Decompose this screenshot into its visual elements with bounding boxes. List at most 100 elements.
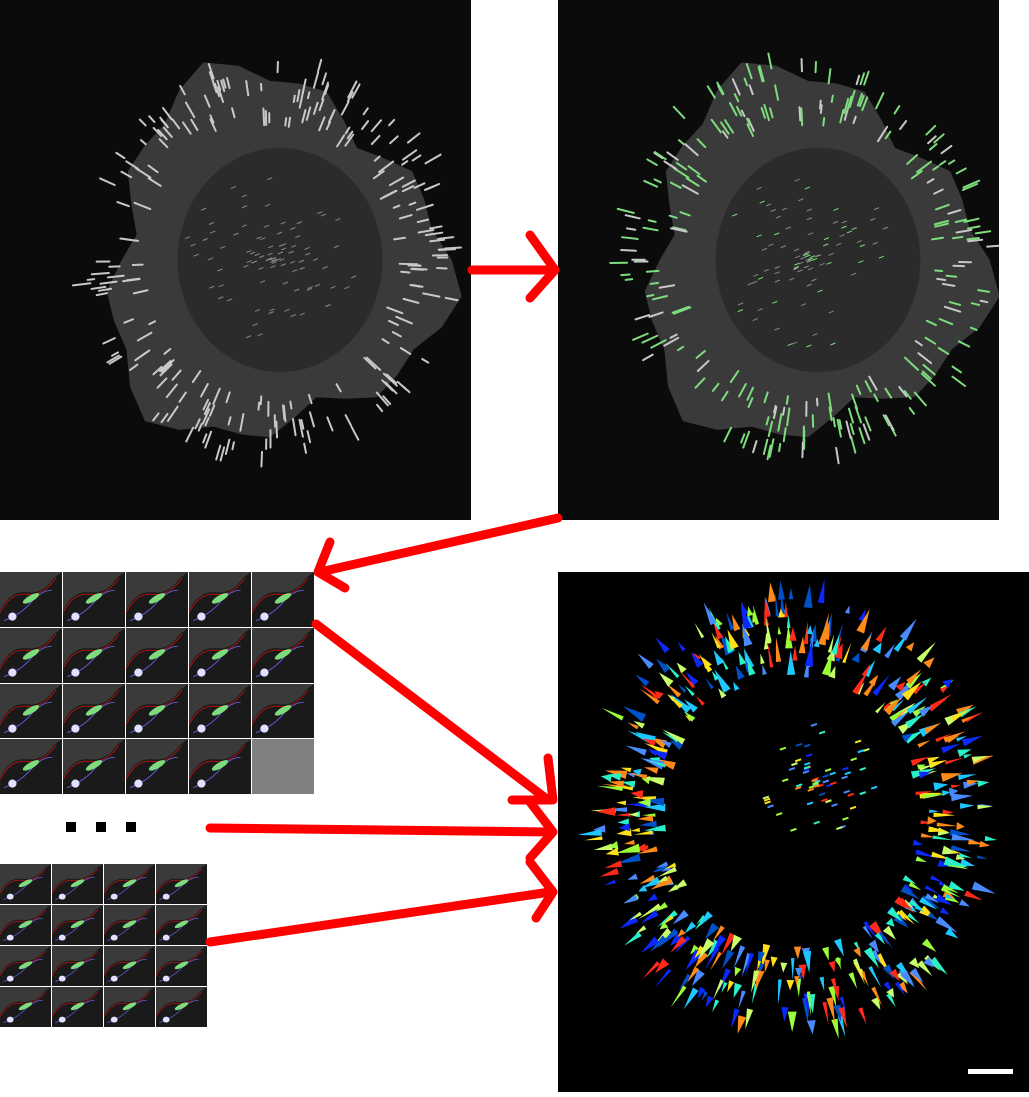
labeled-adhesion — [856, 609, 869, 634]
labeled-adhesion — [851, 758, 857, 760]
adhesion-streak — [753, 441, 756, 452]
adhesion-streak — [140, 120, 146, 126]
labeled-adhesion — [765, 959, 770, 973]
labeled-adhesion — [823, 780, 829, 782]
adhesion-streak — [801, 109, 802, 126]
labeled-adhesion — [768, 805, 774, 807]
adhesion-streak — [403, 386, 410, 392]
labeled-adhesion — [657, 910, 678, 927]
tracking-frame-tile — [0, 572, 62, 627]
labeled-adhesion — [678, 642, 686, 652]
labeled-adhesion — [704, 602, 717, 625]
labeled-adhesion — [935, 916, 957, 933]
labeled-adhesion — [848, 794, 854, 796]
labeled-adhesion — [869, 675, 879, 687]
labeled-adhesion — [734, 945, 746, 968]
labeled-adhesion — [789, 588, 794, 600]
adhesion-streak — [342, 102, 349, 115]
adhesion-streak — [930, 144, 937, 150]
adhesion-streak — [644, 181, 657, 187]
labeled-adhesion — [855, 741, 861, 743]
adhesion-streak — [949, 160, 954, 163]
adhesion-streak — [226, 440, 230, 454]
segmented-image-panel — [558, 0, 999, 520]
adhesion-streak — [947, 276, 957, 277]
tracking-frame-tile — [189, 572, 251, 627]
labeled-adhesion — [963, 754, 972, 758]
arrow-grid2-to-result — [210, 862, 553, 942]
labeled-adhesion — [850, 807, 856, 809]
labeled-adhesion — [782, 779, 788, 781]
labeled-adhesion — [923, 657, 934, 668]
adhesion-streak — [935, 270, 942, 271]
labeled-adhesion — [696, 696, 705, 706]
adhesion-streak — [203, 434, 206, 442]
arrow-ellipsis-to-result — [210, 802, 553, 858]
labeled-adhesion — [624, 840, 635, 845]
labeled-adhesion — [868, 966, 881, 988]
adhesion-streak — [876, 93, 883, 108]
labeled-adhesion — [831, 1019, 838, 1039]
labeled-adhesion — [845, 772, 851, 774]
labeled-adhesion — [659, 672, 674, 686]
labeled-adhesions-image — [558, 572, 1029, 1092]
labeled-result-panel — [558, 572, 1029, 1092]
adhesion-streak — [186, 428, 193, 442]
adhesion-streak — [787, 396, 788, 404]
adhesion-streak — [408, 133, 420, 142]
adhesion-streak — [851, 437, 855, 453]
adhesion-streak — [937, 279, 945, 280]
labeled-adhesion — [844, 791, 850, 793]
adhesion-streak — [293, 419, 296, 435]
adhesion-streak — [833, 418, 834, 426]
adhesion-streak — [263, 109, 264, 126]
adhesion-streak — [232, 442, 234, 449]
labeled-adhesion — [830, 773, 836, 775]
labeled-adhesion — [684, 922, 696, 934]
labeled-adhesion — [842, 768, 848, 770]
labeled-adhesion — [842, 818, 848, 820]
labeled-adhesion — [834, 938, 844, 956]
adhesion-streak — [372, 136, 380, 144]
labeled-adhesion — [677, 929, 685, 937]
labeled-adhesion — [616, 813, 630, 817]
adhesion-streak — [621, 250, 636, 251]
labeled-adhesion — [804, 745, 810, 747]
adhesion-streak — [97, 293, 107, 295]
adhesion-streak — [216, 446, 220, 460]
adhesion-streak — [103, 338, 115, 343]
raw-image-panel — [0, 0, 471, 520]
adhesion-streak — [91, 287, 105, 289]
tracking-frame-tile — [189, 684, 251, 739]
labeled-adhesion — [705, 678, 714, 689]
tracking-frame-tile — [63, 572, 125, 627]
tracking-frame-tile — [156, 905, 207, 945]
labeled-adhesion — [819, 793, 825, 795]
tracking-frame-tile — [52, 864, 103, 904]
labeled-adhesion — [639, 821, 657, 827]
tracking-frame-tile — [0, 864, 51, 904]
adhesion-streak — [401, 272, 409, 273]
labeled-adhesion — [791, 763, 797, 765]
labeled-adhesion — [916, 856, 927, 862]
labeled-adhesion — [848, 972, 857, 989]
labeled-adhesion — [900, 619, 917, 641]
labeled-adhesion — [964, 890, 982, 900]
adhesion-streak — [849, 409, 853, 423]
ellipsis-dot — [96, 822, 106, 832]
labeled-adhesion — [795, 759, 801, 761]
labeled-adhesion — [789, 768, 795, 770]
labeled-adhesion — [959, 899, 970, 907]
labeled-adhesion — [807, 1020, 816, 1035]
labeled-adhesion — [727, 980, 734, 992]
adhesion-streak — [438, 237, 453, 239]
labeled-adhesion — [616, 844, 640, 853]
tracking-frame-tile — [252, 628, 314, 683]
labeled-adhesion — [951, 785, 961, 789]
labeled-adhesion — [814, 822, 820, 824]
labeled-adhesion — [851, 653, 859, 663]
labeled-adhesion — [803, 771, 809, 773]
adhesion-streak — [642, 336, 657, 343]
adhesion-streak — [783, 408, 784, 415]
adhesion-streak — [952, 377, 965, 386]
